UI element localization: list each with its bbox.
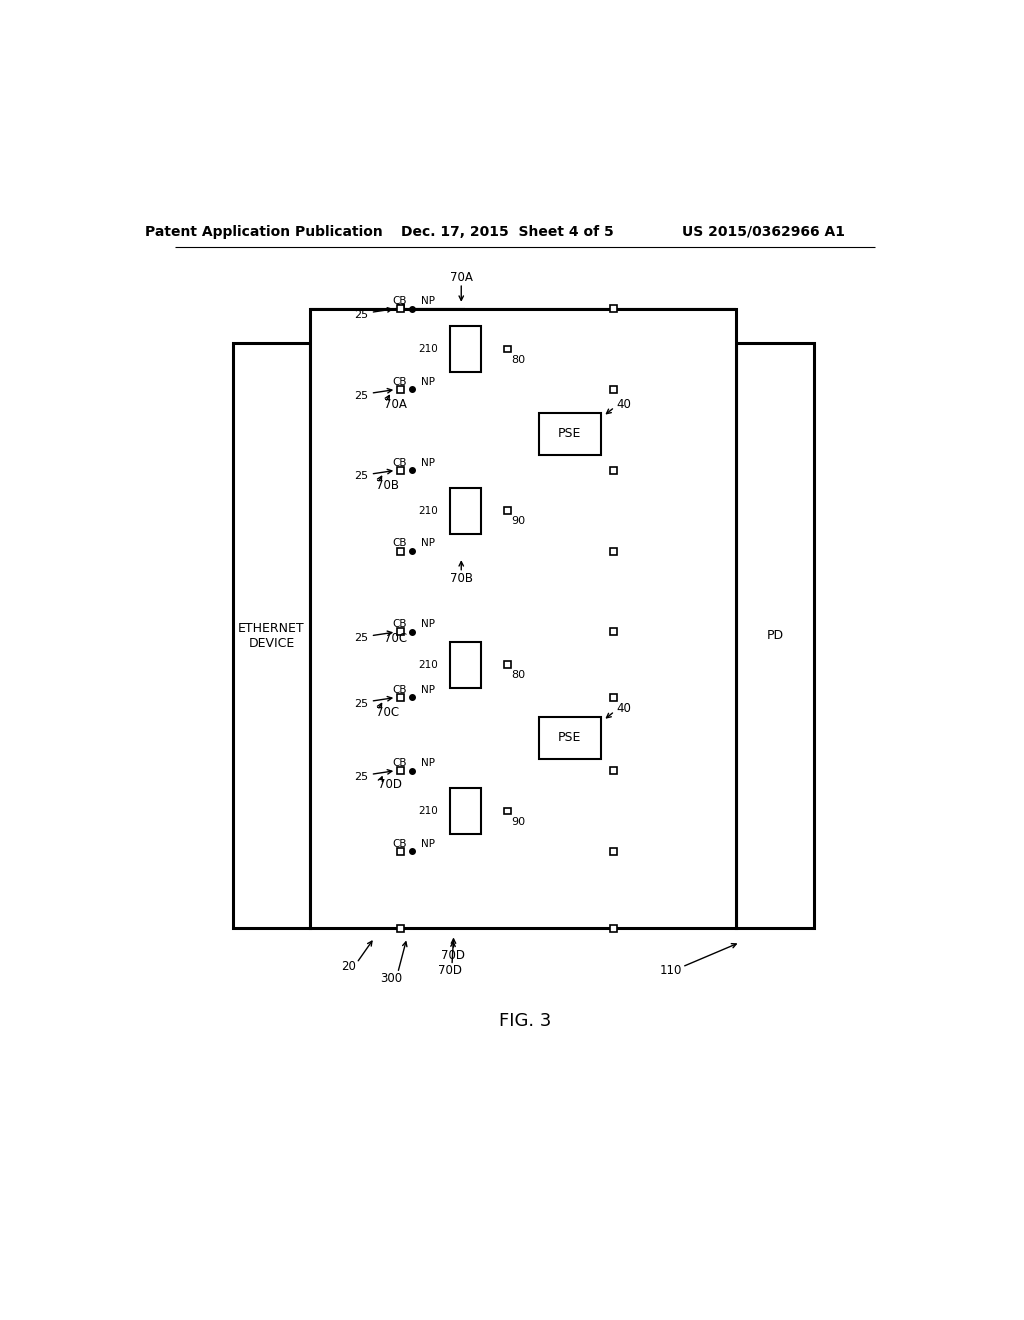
Bar [539,412,601,455]
Text: 40: 40 [616,399,631,412]
Bar [610,694,617,701]
Text: CB: CB [392,685,407,694]
Bar [450,642,480,688]
Bar [397,305,404,312]
Text: 80: 80 [512,355,525,364]
Text: 70D: 70D [437,964,462,977]
Text: 210: 210 [418,345,438,354]
Bar [610,305,617,312]
Text: NP: NP [421,685,435,694]
Bar [397,467,404,474]
Text: 70C: 70C [384,631,407,644]
Text: DEVICE: DEVICE [248,638,295,649]
Bar [397,694,404,701]
Text: NP: NP [421,619,435,630]
Bar [450,326,480,372]
Text: NP: NP [421,758,435,768]
Bar [397,385,404,393]
Text: Patent Application Publication: Patent Application Publication [144,224,383,239]
Text: PSE: PSE [558,731,582,744]
Bar [736,343,814,928]
Text: 300: 300 [381,972,402,985]
Text: 25: 25 [354,310,369,319]
Text: 210: 210 [418,660,438,669]
Text: NP: NP [421,458,435,467]
Text: 110: 110 [659,964,682,977]
Text: 210: 210 [418,807,438,816]
Text: CB: CB [392,758,407,768]
Text: 70C: 70C [376,706,399,719]
Bar [450,487,480,533]
Bar [610,767,617,774]
Text: 40: 40 [616,702,631,715]
Bar [504,507,511,513]
Text: ETHERNET: ETHERNET [238,622,305,635]
Text: CB: CB [392,376,407,387]
Text: 70A: 70A [450,271,473,284]
Text: 90: 90 [512,817,525,826]
Text: 25: 25 [354,471,369,482]
Text: NP: NP [421,296,435,306]
Text: US 2015/0362966 A1: US 2015/0362966 A1 [682,224,845,239]
Bar [504,808,511,814]
Text: FIG. 3: FIG. 3 [499,1012,551,1030]
Text: CB: CB [392,838,407,849]
Text: PSE: PSE [558,428,582,440]
Bar [610,467,617,474]
Bar [397,548,404,554]
Text: 70A: 70A [384,399,407,412]
Text: 25: 25 [354,634,369,643]
Bar [610,628,617,635]
Bar [610,847,617,855]
Bar [232,343,310,928]
Bar [397,628,404,635]
Text: 80: 80 [512,671,525,680]
Bar [397,767,404,774]
Text: CB: CB [392,458,407,467]
Text: Dec. 17, 2015  Sheet 4 of 5: Dec. 17, 2015 Sheet 4 of 5 [401,224,614,239]
Bar [310,309,736,928]
Text: 210: 210 [418,506,438,516]
Text: NP: NP [421,376,435,387]
Text: 25: 25 [354,772,369,781]
Text: 90: 90 [512,516,525,527]
Bar [397,925,404,932]
Text: NP: NP [421,539,435,548]
Bar [539,717,601,759]
Text: 20: 20 [341,961,356,973]
Bar [397,847,404,855]
Bar [610,385,617,393]
Text: 70D: 70D [378,777,401,791]
Text: NP: NP [421,838,435,849]
Text: PD: PD [767,630,783,643]
Bar [504,661,511,668]
Text: CB: CB [392,539,407,548]
Text: 25: 25 [354,391,369,400]
Text: 70D: 70D [441,949,466,962]
Bar [450,788,480,834]
Text: 70B: 70B [376,479,399,492]
Bar [610,925,617,932]
Bar [610,548,617,554]
Text: CB: CB [392,619,407,630]
Text: 70B: 70B [450,572,473,585]
Text: CB: CB [392,296,407,306]
Bar [504,346,511,352]
Text: 25: 25 [354,698,369,709]
